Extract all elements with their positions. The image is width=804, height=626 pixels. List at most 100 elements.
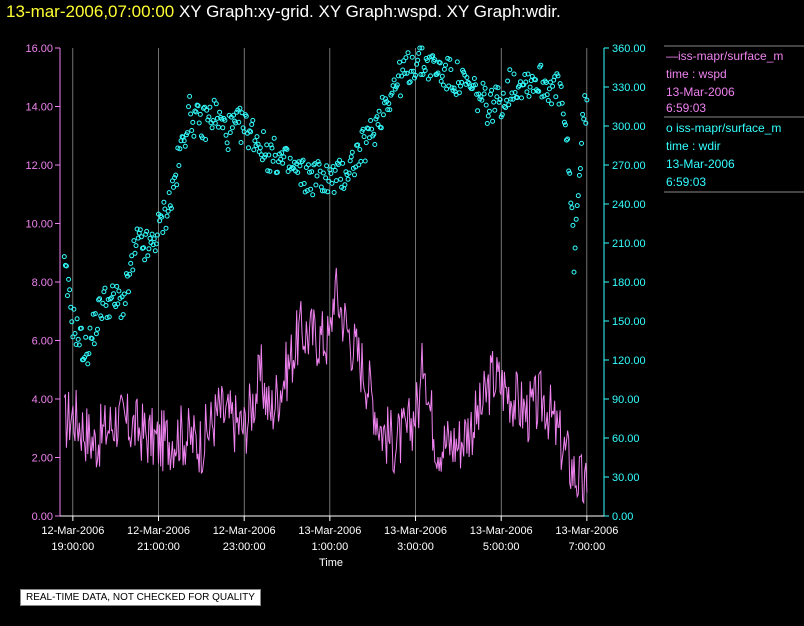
wdir-point-29	[92, 311, 98, 317]
wdir-point-155	[227, 130, 233, 136]
wdir-point-112	[181, 138, 187, 144]
wdir-point-256	[335, 162, 341, 168]
x-tick-time-2: 23:00:00	[223, 541, 266, 553]
wdir-point-72	[138, 234, 144, 240]
wdir-point-486	[582, 93, 588, 99]
wdir-point-478	[573, 216, 579, 222]
wdir-point-420	[511, 71, 517, 77]
wdir-point-97	[165, 208, 171, 214]
wdir-point-117	[187, 93, 193, 99]
wdir-point-258	[338, 176, 344, 182]
wdir-point-392	[481, 91, 487, 97]
wdir-point-80	[147, 235, 153, 241]
wdir-point-339	[424, 58, 430, 64]
wdir-point-86	[153, 241, 159, 247]
wdir-point-186	[261, 129, 266, 135]
y-right-label-5: 150.00	[612, 316, 646, 328]
wdir-point-479	[574, 203, 580, 209]
wdir-point-324	[408, 68, 414, 74]
wdir-point-16	[78, 325, 84, 331]
wdir-point-440	[533, 77, 538, 83]
wdir-point-360	[447, 56, 453, 62]
x-tick-time-4: 3:00:00	[397, 541, 434, 553]
wdir-point-122	[192, 108, 198, 114]
wdir-point-60	[126, 289, 131, 295]
wdir-point-13	[75, 336, 81, 342]
wdir-point-477	[572, 245, 578, 251]
wdir-point-369	[456, 90, 462, 96]
wdir-point-412	[503, 105, 508, 111]
wdir-point-197	[272, 152, 278, 158]
wdir-point-208	[284, 146, 290, 152]
wdir-point-432	[524, 89, 530, 95]
wdir-point-413	[504, 97, 510, 103]
wdir-point-483	[579, 140, 584, 146]
wdir-point-427	[519, 95, 524, 101]
x-tick-time-0: 19:00:00	[51, 541, 94, 553]
wdir-point-84	[151, 236, 157, 242]
wdir-point-320	[404, 70, 410, 76]
wdir-point-323	[407, 79, 413, 85]
wdir-point-116	[186, 104, 191, 110]
wdir-point-188	[263, 152, 269, 158]
wdir-point-39	[103, 303, 109, 308]
wdir-point-92	[160, 230, 166, 235]
wdir-point-250	[329, 180, 335, 186]
wdir-point-247	[326, 178, 332, 184]
wdir-point-64	[130, 267, 136, 273]
wdir-point-98	[166, 190, 172, 196]
wdir-point-265	[345, 176, 351, 182]
wdir-point-126	[196, 120, 202, 126]
wdir-point-43	[107, 296, 113, 302]
wdir-point-85	[152, 248, 158, 254]
wdir-point-192	[267, 168, 273, 174]
wdir-point-481	[576, 172, 582, 178]
wdir-point-351	[437, 60, 443, 66]
wdir-point-476	[571, 269, 577, 275]
wdir-point-302	[385, 107, 391, 113]
wdir-point-406	[496, 99, 502, 105]
wdir-point-62	[128, 260, 134, 266]
y-right-label-2: 60.00	[612, 433, 640, 445]
wdir-point-142	[213, 101, 219, 107]
wdir-point-308	[391, 77, 397, 83]
y-right-label-4: 120.00	[612, 355, 646, 367]
wdir-point-243	[322, 188, 327, 194]
wdir-point-246	[325, 189, 331, 195]
wdir-point-99	[167, 203, 173, 209]
wdir-point-384	[473, 82, 478, 88]
wdir-point-480	[575, 193, 581, 199]
wdir-point-105	[174, 182, 180, 188]
wdir-point-475	[570, 222, 576, 228]
wdir-point-415	[506, 102, 512, 108]
wdir-point-461	[555, 73, 561, 79]
wdir-point-66	[132, 250, 138, 256]
wdir-point-23	[86, 351, 92, 357]
wdir-point-203	[279, 150, 285, 156]
wdir-point-42	[106, 314, 112, 320]
wdir-point-290	[372, 142, 378, 147]
wdir-point-172	[246, 145, 251, 151]
wdir-point-135	[206, 114, 212, 120]
wdir-point-352	[438, 78, 444, 84]
wdir-point-400	[490, 118, 496, 124]
wdir-point-383	[471, 76, 477, 81]
legend-wspd-source: —iss-mapr/surface_m	[666, 49, 783, 63]
wdir-point-470	[565, 136, 571, 142]
wdir-point-451	[544, 92, 550, 98]
wdir-point-407	[497, 97, 503, 103]
wdir-point-411	[501, 104, 507, 109]
wdir-point-251	[330, 164, 336, 169]
wdir-point-319	[403, 55, 409, 61]
wdir-point-385	[474, 91, 480, 97]
legend: —iss-mapr/surface_m time : wspd 13-Mar-2…	[664, 45, 804, 193]
wdir-point-396	[485, 113, 491, 119]
wdir-point-402	[492, 107, 498, 113]
wdir-point-150	[222, 117, 228, 123]
wdir-point-484	[580, 111, 586, 117]
y-left-label-8: 16.00	[25, 43, 53, 55]
wdir-point-353	[439, 73, 445, 79]
wdir-point-314	[398, 93, 403, 99]
wdir-point-141	[212, 120, 218, 126]
wdir-point-271	[352, 172, 357, 178]
